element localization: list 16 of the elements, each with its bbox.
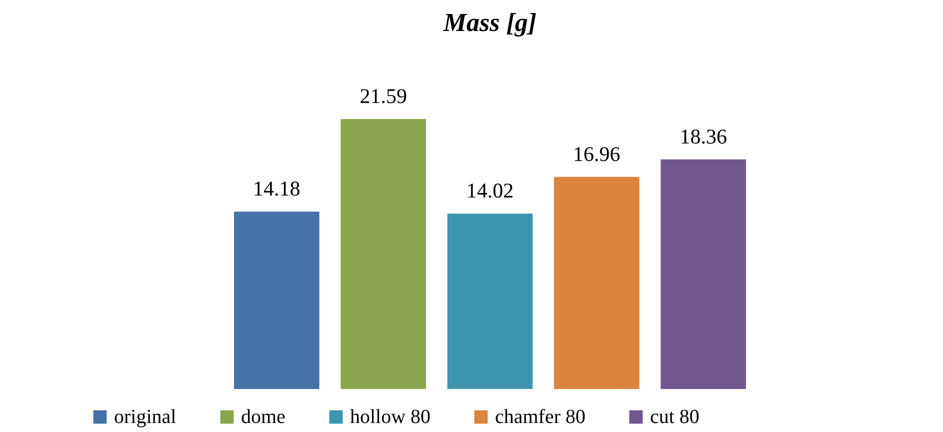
bar xyxy=(340,119,426,389)
legend-label: dome xyxy=(241,406,286,428)
bar xyxy=(447,214,533,389)
chart-title: Mass [g] xyxy=(442,8,537,37)
legend-label: chamfer 80 xyxy=(495,406,586,428)
data-label: 14.02 xyxy=(466,178,514,203)
bar xyxy=(660,159,746,389)
bar xyxy=(234,212,320,389)
legend-label: hollow 80 xyxy=(350,406,431,428)
data-label: 18.36 xyxy=(680,124,727,148)
data-label: 14.18 xyxy=(253,176,300,201)
bar xyxy=(554,176,640,389)
legend-label: original xyxy=(114,406,177,428)
data-label: 16.96 xyxy=(573,142,620,166)
legend-label: cut 80 xyxy=(650,406,700,428)
data-label: 21.59 xyxy=(360,84,407,108)
